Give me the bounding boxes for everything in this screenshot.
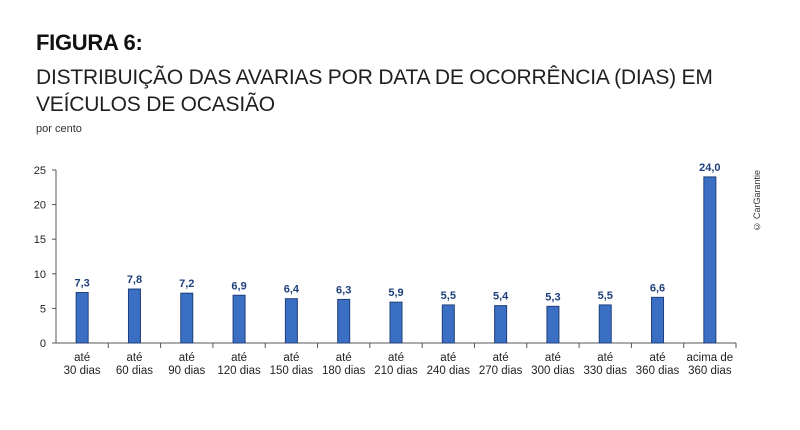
x-category-label: 360 dias	[688, 365, 732, 377]
bar	[127, 288, 141, 344]
bar-value-label: 7,8	[127, 274, 142, 286]
bar-value-label: 24,0	[699, 162, 720, 174]
bar-value-label: 5,4	[493, 291, 509, 303]
x-category-label: até	[650, 352, 666, 364]
bar	[494, 305, 508, 344]
bar-value-label: 5,5	[441, 290, 456, 302]
x-category-label: 120 dias	[217, 365, 261, 377]
x-category-label: até	[440, 352, 456, 364]
x-category-label: 240 dias	[427, 365, 471, 377]
x-category-label: 300 dias	[531, 365, 575, 377]
x-category-label: 360 dias	[636, 365, 680, 377]
x-category-label: até	[493, 352, 509, 364]
x-category-label: acima de	[687, 352, 734, 364]
bar	[598, 304, 612, 344]
x-category-label: até	[231, 352, 247, 364]
x-category-label: até	[545, 352, 561, 364]
bar-value-label: 6,3	[336, 284, 351, 296]
x-category-label: 330 dias	[583, 365, 627, 377]
y-tick-label: 0	[40, 338, 46, 350]
x-category-label: até	[283, 352, 299, 364]
bar	[703, 176, 717, 344]
x-category-label: 30 dias	[64, 365, 101, 377]
x-category-label: 90 dias	[168, 365, 205, 377]
bar-value-label: 6,6	[650, 282, 665, 294]
bar	[441, 304, 455, 344]
x-category-label: 150 dias	[270, 365, 314, 377]
bar-value-label: 5,9	[388, 287, 403, 299]
x-category-label: até	[597, 352, 613, 364]
x-category-label: 60 dias	[116, 365, 153, 377]
bar-value-label: 6,4	[284, 284, 300, 296]
bar	[651, 296, 665, 344]
x-category-label: até	[336, 352, 352, 364]
bar	[389, 301, 403, 344]
bar	[546, 305, 560, 344]
y-tick-label: 25	[34, 165, 46, 177]
bar	[180, 292, 194, 344]
bar	[337, 298, 351, 344]
chart-title: DISTRIBUIÇÃO DAS AVARIAS POR DATA DE OCO…	[36, 66, 713, 116]
bar-value-label: 5,5	[598, 290, 613, 302]
bar-value-label: 7,2	[179, 278, 194, 290]
figure-label: FIGURA 6:	[36, 30, 143, 55]
y-tick-label: 20	[34, 200, 46, 212]
bar	[232, 294, 246, 344]
y-tick-label: 10	[34, 269, 46, 281]
unit-label: por cento	[36, 123, 82, 135]
x-category-label: até	[74, 352, 90, 364]
x-category-label: até	[388, 352, 404, 364]
bar-value-label: 7,3	[75, 277, 90, 289]
bar	[75, 291, 89, 344]
bar	[284, 298, 298, 344]
y-tick-label: 15	[34, 234, 46, 246]
bar-value-label: 6,9	[231, 280, 246, 292]
x-category-label: 180 dias	[322, 365, 366, 377]
y-tick-label: 5	[40, 303, 46, 315]
bar-value-label: 5,3	[545, 291, 560, 303]
x-category-label: 210 dias	[374, 365, 418, 377]
x-category-label: até	[126, 352, 142, 364]
x-category-label: 270 dias	[479, 365, 523, 377]
x-category-label: até	[179, 352, 195, 364]
